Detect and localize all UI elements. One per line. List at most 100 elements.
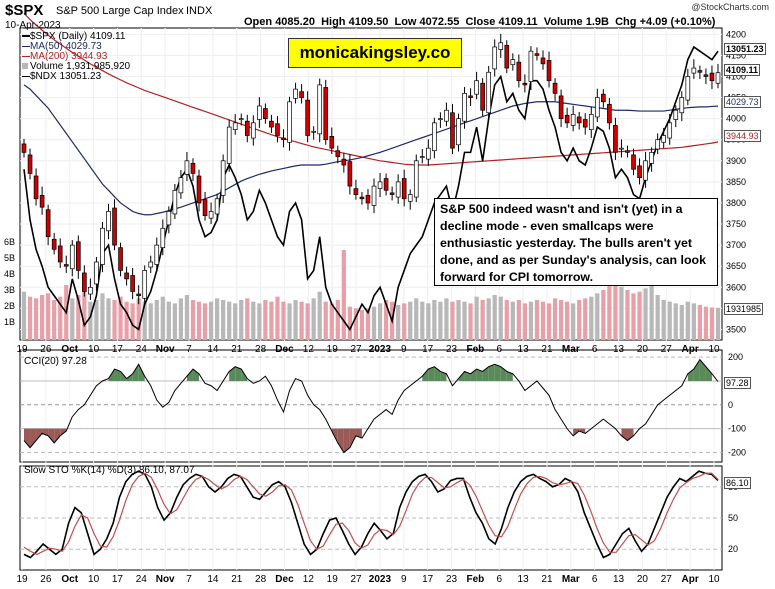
candle-body — [112, 207, 117, 246]
x-tick-label: 24 — [136, 344, 148, 355]
x-tick-label: 19 — [327, 344, 339, 355]
cci-negative-fill — [621, 428, 628, 441]
volume-bar — [540, 301, 546, 340]
cci-positive-fill — [693, 359, 700, 381]
cci-positive-fill — [488, 364, 495, 381]
candle-body — [148, 261, 154, 268]
stockcharts-watermark: @StockCharts.com — [691, 2, 769, 12]
sto-tick-label: 50 — [728, 513, 738, 523]
volume-bar — [655, 295, 660, 340]
candle-body — [275, 123, 280, 136]
candle-body — [649, 152, 654, 164]
x-tick-label: 28 — [255, 574, 267, 585]
candle-body — [631, 154, 636, 170]
candle-body — [426, 147, 431, 160]
x-tick-label: 14 — [207, 574, 219, 585]
x-tick-label: Mar — [562, 344, 580, 355]
candle-body — [607, 103, 612, 124]
volume-bar — [251, 301, 256, 340]
volume-bar — [100, 293, 105, 340]
candle-body — [166, 211, 172, 226]
cci-positive-fill — [434, 366, 441, 381]
candle-body — [305, 99, 310, 136]
candle-body — [214, 198, 220, 215]
cci-positive-fill — [440, 371, 447, 381]
cci-tick-label: -100 — [728, 424, 746, 434]
candle-body — [154, 244, 160, 265]
x-tick-label: 26 — [40, 344, 52, 355]
volume-bar — [335, 300, 340, 340]
legend-ndx: $NDX 13051.23 — [22, 72, 130, 82]
volume-bar — [359, 310, 365, 340]
candle-body — [130, 275, 135, 292]
volume-bar — [142, 301, 147, 340]
panel-frame — [19, 27, 723, 341]
cci-positive-fill — [506, 371, 513, 381]
volume-bar — [208, 301, 214, 340]
volume-bar — [619, 286, 624, 340]
candle-body — [407, 194, 413, 202]
volume-bar — [311, 298, 316, 340]
volume-bar — [154, 300, 159, 340]
volume-bar — [233, 303, 238, 340]
candle-body — [667, 122, 673, 139]
candle-body — [202, 199, 208, 216]
volume-bar — [227, 301, 232, 340]
candle-body — [450, 112, 455, 149]
price-tick-label: 3900 — [726, 156, 746, 166]
cci-positive-fill — [192, 369, 200, 381]
cci-positive-fill — [494, 364, 501, 381]
volume-bar — [498, 296, 503, 340]
x-tick-label: 9 — [401, 344, 407, 355]
cci-positive-fill — [428, 366, 435, 381]
candle-body — [383, 178, 389, 191]
candle-body — [558, 95, 564, 119]
candle-body — [389, 192, 395, 195]
x-tick-label: 17 — [112, 344, 124, 355]
candle-body — [257, 105, 262, 120]
volume-bar — [377, 303, 383, 340]
candle-body — [208, 211, 214, 219]
candle-body — [33, 175, 39, 200]
brand-banner: monicakingsley.co — [288, 38, 462, 68]
candle-body — [643, 160, 648, 181]
volume-bar — [70, 298, 75, 340]
volume-bar — [383, 300, 389, 340]
candle-body — [232, 122, 238, 130]
cci-positive-fill — [422, 369, 429, 381]
candle-body — [504, 44, 510, 69]
candle-body — [45, 209, 51, 238]
volume-bar — [577, 300, 582, 340]
volume-bar — [323, 301, 328, 340]
volume-bar — [492, 295, 497, 340]
volume-bar — [46, 293, 51, 340]
sto-pct-d-line — [23, 472, 719, 556]
cci-negative-fill — [54, 428, 61, 443]
volume-bar — [643, 288, 648, 340]
candle-body — [269, 120, 274, 128]
candle-body — [196, 175, 202, 204]
candle-body — [220, 160, 226, 196]
volume-bar — [546, 303, 552, 340]
cci-positive-fill — [114, 369, 121, 381]
candle-body — [673, 109, 679, 120]
volume-bar — [317, 291, 322, 340]
volume-axis-label: 3B — [4, 285, 15, 295]
cci-negative-fill — [349, 428, 356, 448]
cci-negative-fill — [355, 428, 362, 439]
candle-body — [94, 261, 99, 285]
candle-body — [226, 126, 232, 164]
x-tick-label: 13 — [613, 344, 625, 355]
volume-bar — [601, 290, 606, 340]
volume-bar — [178, 298, 184, 340]
price-tick-label: 4000 — [726, 114, 746, 124]
exchange: INDX — [186, 5, 213, 17]
price-tick-label: 3600 — [726, 282, 746, 292]
x-tick-label: 19 — [327, 574, 339, 585]
sto-value-label: 86.10 — [724, 477, 751, 489]
cci-positive-fill — [186, 369, 193, 381]
cci-line — [23, 358, 719, 454]
x-tick-label: 6 — [496, 344, 502, 355]
candle-body — [335, 150, 341, 157]
volume-bar — [709, 307, 715, 340]
